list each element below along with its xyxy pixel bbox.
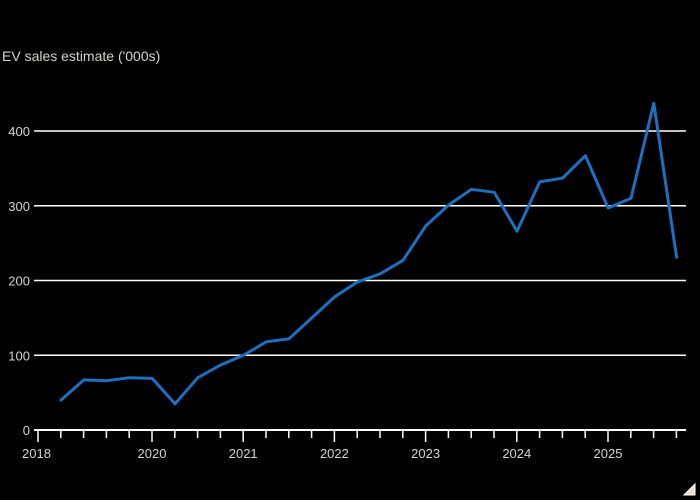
x-tick-label: 2020 bbox=[138, 446, 167, 461]
chart-title: EV sales estimate ('000s) bbox=[2, 48, 161, 64]
y-axis: 0 100 200 300 400 bbox=[8, 124, 30, 438]
y-tick-label: 300 bbox=[8, 199, 30, 214]
y-tick-label: 400 bbox=[8, 124, 30, 139]
y-tick-label: 200 bbox=[8, 274, 30, 289]
x-tick-label: 2023 bbox=[411, 446, 440, 461]
x-tick-label: 2018 bbox=[22, 446, 51, 461]
y-tick-label: 0 bbox=[23, 423, 30, 438]
x-axis: 2018 2020 2021 2022 2023 2024 2025 bbox=[22, 429, 686, 461]
x-tick-label: 2025 bbox=[594, 446, 623, 461]
x-tick-label: 2021 bbox=[229, 446, 258, 461]
ev-sales-line bbox=[59, 101, 679, 406]
x-tick-label: 2022 bbox=[320, 446, 349, 461]
x-tick-label: 2024 bbox=[502, 446, 531, 461]
y-tick-label: 100 bbox=[8, 348, 30, 363]
ft-logo-icon bbox=[683, 483, 696, 496]
